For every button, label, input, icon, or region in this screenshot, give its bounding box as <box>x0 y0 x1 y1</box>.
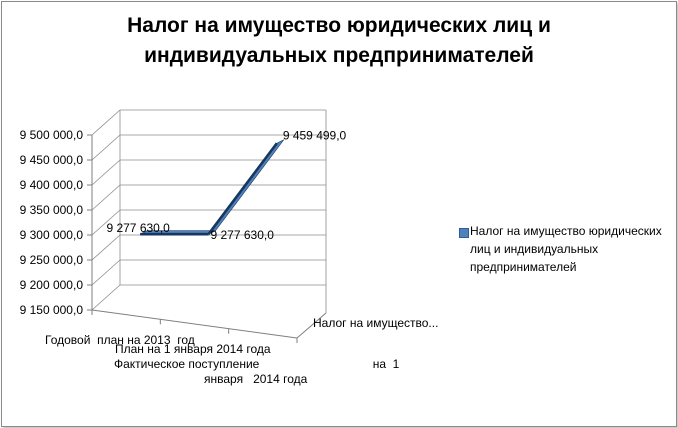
side-wall-gridline <box>91 159 121 186</box>
legend-series-label: Налог на имущество юридических лиц и инд… <box>470 224 662 274</box>
legend-series-marker <box>459 228 469 238</box>
chart-title-line-2: индивидуальных предпринимателей <box>144 44 534 67</box>
data-label: 9 277 630,0 <box>106 221 170 235</box>
y-tick-label: 9 150 000,0 <box>20 303 84 317</box>
depth-axis-line <box>296 312 327 339</box>
side-wall-gridline <box>91 209 121 236</box>
side-wall-gridline <box>91 184 121 211</box>
side-wall-gridline <box>91 134 121 161</box>
side-wall-gridline <box>91 284 121 311</box>
x-category-label-3-line-2: января 2014 года <box>204 372 308 386</box>
chart-title-line-1: Налог на имущество юридических лиц и <box>127 14 551 37</box>
y-tick-label: 9 200 000,0 <box>20 278 84 292</box>
side-wall-gridline <box>91 234 121 261</box>
x-category-label-1: Годовой план на 2013 год <box>45 333 195 347</box>
x-category-label-3-line-1: Фактическое поступление на 1 <box>114 357 400 371</box>
data-label: 9 277 630,0 <box>211 228 275 242</box>
series-line-segment <box>207 142 278 235</box>
side-wall-gridline <box>91 259 121 286</box>
y-tick-label: 9 350 000,0 <box>20 203 84 217</box>
y-tick-label: 9 400 000,0 <box>20 178 84 192</box>
side-wall-gridline <box>91 109 121 136</box>
x-axis-line <box>91 309 298 339</box>
y-tick-label: 9 250 000,0 <box>20 253 84 267</box>
data-label: 9 459 499,0 <box>283 128 347 142</box>
y-tick-label: 9 300 000,0 <box>20 228 84 242</box>
y-tick-label: 9 500 000,0 <box>20 128 84 142</box>
depth-axis-label: Налог на имущество... <box>313 316 439 330</box>
y-tick-label: 9 450 000,0 <box>20 153 84 167</box>
x-category-label-2: План на 1 января 2014 года <box>115 342 271 356</box>
